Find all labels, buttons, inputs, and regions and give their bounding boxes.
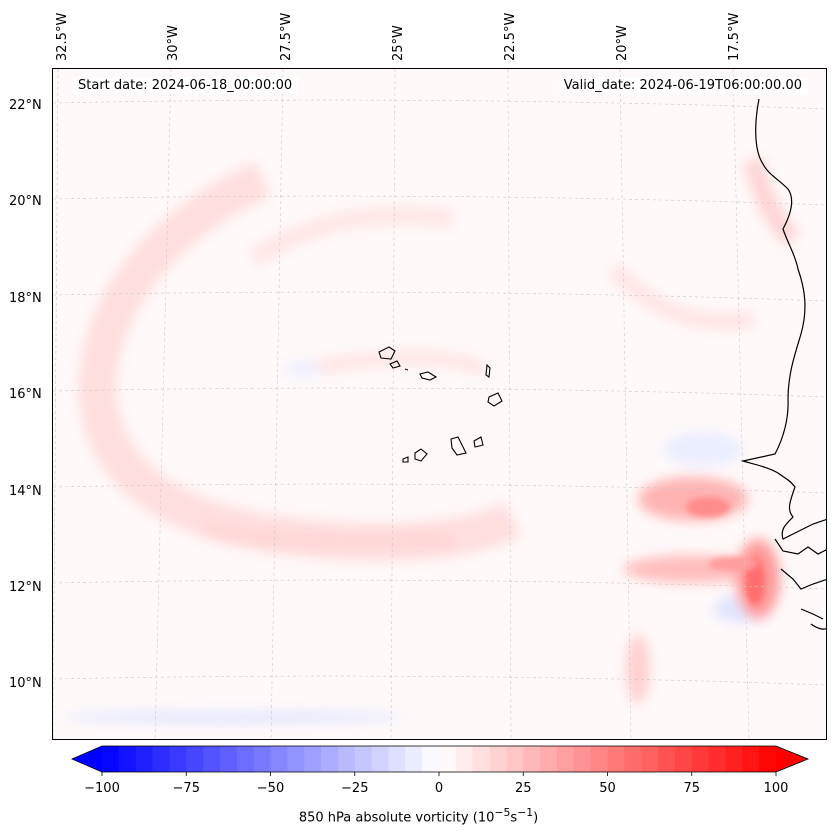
west-africa-coastline	[740, 98, 826, 540]
lon-tick-label: 27.5°W	[279, 12, 294, 61]
colorbar-segment	[455, 746, 474, 772]
start-date-label: Start date: 2024-06-18_00:00:00	[72, 77, 299, 94]
colorbar-segment	[354, 746, 373, 772]
coastline	[740, 98, 826, 630]
colorbar-segment	[674, 746, 693, 772]
colorbar-segment	[102, 746, 120, 772]
lat-tick-label: 14°N	[9, 484, 42, 499]
gridlines	[53, 69, 826, 739]
lon-tick-label: 30°W	[166, 25, 181, 61]
cape-verde-islands	[378, 346, 503, 463]
island-santo-antao	[378, 346, 396, 360]
colorbar-tick-label: 25	[514, 781, 532, 796]
colorbar-segment	[371, 746, 389, 772]
colorbar-segment	[304, 746, 322, 772]
vorticity-maximum	[638, 477, 748, 521]
colorbar-segment	[540, 746, 558, 772]
colorbar-segment	[422, 746, 440, 772]
vorticity-field	[53, 69, 826, 739]
colorbar-segment	[270, 746, 288, 772]
colorbar-segment	[388, 746, 406, 772]
colorbar-segment	[118, 746, 137, 772]
colorbar-segment	[253, 746, 271, 772]
colorbar-label: 850 hPa absolute vorticity (10−5s−1)	[298, 806, 539, 826]
colorbar-segment	[186, 746, 204, 772]
colorbar-segment	[506, 746, 524, 772]
colorbar-tick-label: −25	[341, 781, 369, 796]
colorbar-segment	[135, 746, 154, 772]
lon-tick-label: 22.5°W	[503, 12, 518, 61]
colorbar-segment	[573, 746, 592, 772]
colorbar-segment	[658, 746, 676, 772]
colorbar-extend-low	[72, 746, 102, 772]
colorbar-segment	[337, 746, 356, 772]
colorbar	[70, 745, 810, 776]
colorbar-tick-label: −100	[84, 781, 120, 796]
colorbar-segment	[624, 746, 642, 772]
colorbar-segment	[219, 746, 238, 772]
colorbar-segment	[287, 746, 305, 772]
colorbar-segment	[708, 746, 726, 772]
lon-tick-label: 20°W	[615, 25, 630, 61]
colorbar-tick-label: 0	[434, 781, 444, 796]
colorbar-segment	[759, 746, 777, 772]
colorbar-segment	[405, 746, 423, 772]
lon-tick-label: 17.5°W	[727, 12, 742, 61]
colorbar-segment	[556, 746, 575, 772]
lat-tick-label: 16°N	[9, 387, 42, 402]
colorbar-segment	[236, 746, 255, 772]
colorbar-segment	[742, 746, 760, 772]
lon-tick-label: 25°W	[391, 25, 406, 61]
lon-tick-label: 32.5°W	[55, 12, 70, 61]
island-santiago	[450, 436, 467, 456]
lat-tick-label: 20°N	[9, 194, 42, 209]
colorbar-segment	[641, 746, 659, 772]
colorbar-segment	[472, 746, 491, 772]
colorbar-segment	[590, 746, 608, 772]
colorbar-segment	[321, 746, 339, 772]
colorbar-segment	[489, 746, 507, 772]
colorbar-segment	[439, 746, 457, 772]
colorbar-segment	[203, 746, 221, 772]
lat-tick-label: 12°N	[9, 580, 42, 595]
colorbar-segment	[523, 746, 541, 772]
valid-date-label: Valid_date: 2024-06-19T06:00:00.00	[557, 77, 808, 94]
colorbar-segment	[691, 746, 710, 772]
negative-vorticity-band	[63, 711, 403, 723]
colorbar-tick-label: −50	[256, 781, 285, 796]
vorticity-shading	[63, 156, 801, 723]
lat-tick-label: 18°N	[9, 291, 42, 306]
colorbar-segment	[169, 746, 187, 772]
colorbar-tick-label: 50	[599, 781, 616, 796]
colorbar-tick-label: −75	[172, 781, 200, 796]
colorbar-segment	[725, 746, 743, 772]
colorbar-tick-label: 75	[683, 781, 701, 796]
colorbar-segment	[607, 746, 625, 772]
map-panel	[52, 68, 827, 740]
colorbar-extend-high	[776, 746, 808, 772]
colorbar-segment	[152, 746, 170, 772]
colorbar-tick-label: 100	[763, 781, 789, 796]
lat-tick-label: 10°N	[9, 676, 42, 691]
lat-tick-label: 22°N	[9, 98, 42, 113]
